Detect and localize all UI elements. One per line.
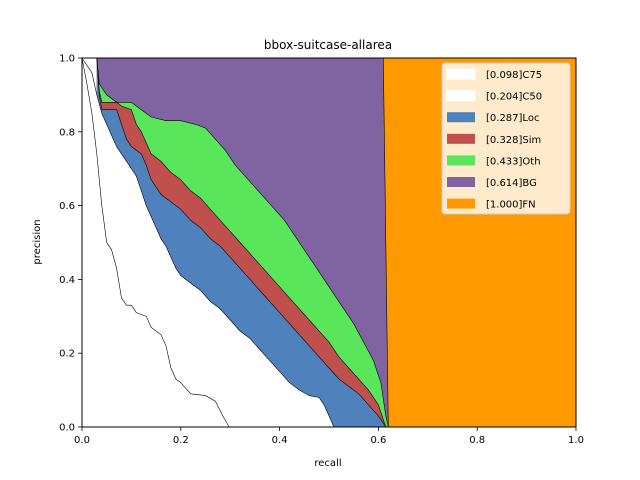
y-tick-label: 0.8 [59, 127, 75, 138]
x-tick-label: 0.8 [469, 435, 485, 446]
chart-title: bbox-suitcase-allarea [264, 38, 392, 52]
boundary-oth [96, 57, 389, 428]
y-tick-label: 0.0 [59, 423, 75, 434]
boundary-c50 [81, 57, 335, 428]
legend-label-c75: [0.098]C75 [486, 70, 542, 81]
legend-label-fn: [1.000]FN [486, 200, 536, 211]
boundary-c75 [81, 57, 230, 428]
x-axis-ticks: 0.0 0.2 0.4 0.6 0.8 1.0 [74, 427, 584, 446]
y-tick-label: 0.4 [59, 275, 75, 286]
boundary-loc [96, 57, 387, 428]
x-tick-label: 1.0 [568, 435, 584, 446]
legend-swatch-loc [447, 112, 475, 123]
x-axis-label: recall [314, 458, 341, 469]
y-axis-ticks: 0.0 0.2 0.4 0.6 0.8 1.0 [59, 54, 82, 434]
legend-swatch-oth [447, 155, 475, 166]
legend-label-sim: [0.328]Sim [486, 135, 541, 146]
x-tick-label: 0.2 [173, 435, 189, 446]
area-c75 [82, 58, 230, 427]
y-tick-label: 0.6 [59, 201, 75, 212]
legend-label-c50: [0.204]C50 [486, 92, 542, 103]
y-tick-label: 1.0 [59, 54, 75, 65]
x-tick-label: 0.0 [74, 435, 90, 446]
legend-swatch-bg [447, 177, 475, 187]
x-tick-label: 0.6 [370, 435, 386, 446]
legend-label-bg: [0.614]BG [486, 178, 537, 189]
boundary-sim [96, 57, 387, 428]
legend-label-oth: [0.433]Oth [486, 156, 541, 167]
legend-swatch-sim [447, 133, 475, 144]
legend-swatch-c75 [446, 68, 476, 80]
legend: [0.098]C75 [0.204]C50 [0.287]Loc [0.328]Sim… [441, 62, 571, 215]
y-tick-label: 0.2 [59, 349, 75, 360]
series-areas [81, 57, 577, 428]
legend-swatch-fn [447, 198, 475, 209]
legend-swatch-c50 [446, 90, 476, 102]
y-axis-label: precision [32, 219, 43, 264]
legend-label-loc: [0.287]Loc [486, 113, 539, 124]
plot-frame [81, 57, 577, 428]
x-tick-label: 0.4 [272, 435, 288, 446]
